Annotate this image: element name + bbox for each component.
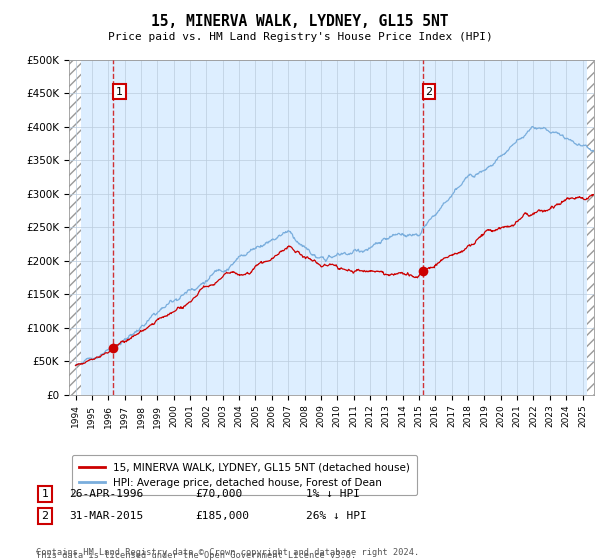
Text: This data is licensed under the Open Government Licence v3.0.: This data is licensed under the Open Gov…	[36, 551, 356, 560]
Text: 1% ↓ HPI: 1% ↓ HPI	[306, 489, 360, 499]
Text: £70,000: £70,000	[195, 489, 242, 499]
Text: 1: 1	[116, 87, 123, 97]
Text: 2: 2	[425, 87, 433, 97]
Text: £185,000: £185,000	[195, 511, 249, 521]
Text: 15, MINERVA WALK, LYDNEY, GL15 5NT: 15, MINERVA WALK, LYDNEY, GL15 5NT	[151, 14, 449, 29]
Text: 26% ↓ HPI: 26% ↓ HPI	[306, 511, 367, 521]
Text: 1: 1	[41, 489, 49, 499]
Text: 2: 2	[41, 511, 49, 521]
Bar	[69, 60, 81, 395]
Text: Contains HM Land Registry data © Crown copyright and database right 2024.: Contains HM Land Registry data © Crown c…	[36, 548, 419, 557]
Text: 26-APR-1996: 26-APR-1996	[69, 489, 143, 499]
Bar	[587, 60, 594, 395]
Legend: 15, MINERVA WALK, LYDNEY, GL15 5NT (detached house), HPI: Average price, detache: 15, MINERVA WALK, LYDNEY, GL15 5NT (deta…	[71, 455, 418, 495]
Text: 31-MAR-2015: 31-MAR-2015	[69, 511, 143, 521]
Text: Price paid vs. HM Land Registry's House Price Index (HPI): Price paid vs. HM Land Registry's House …	[107, 32, 493, 43]
